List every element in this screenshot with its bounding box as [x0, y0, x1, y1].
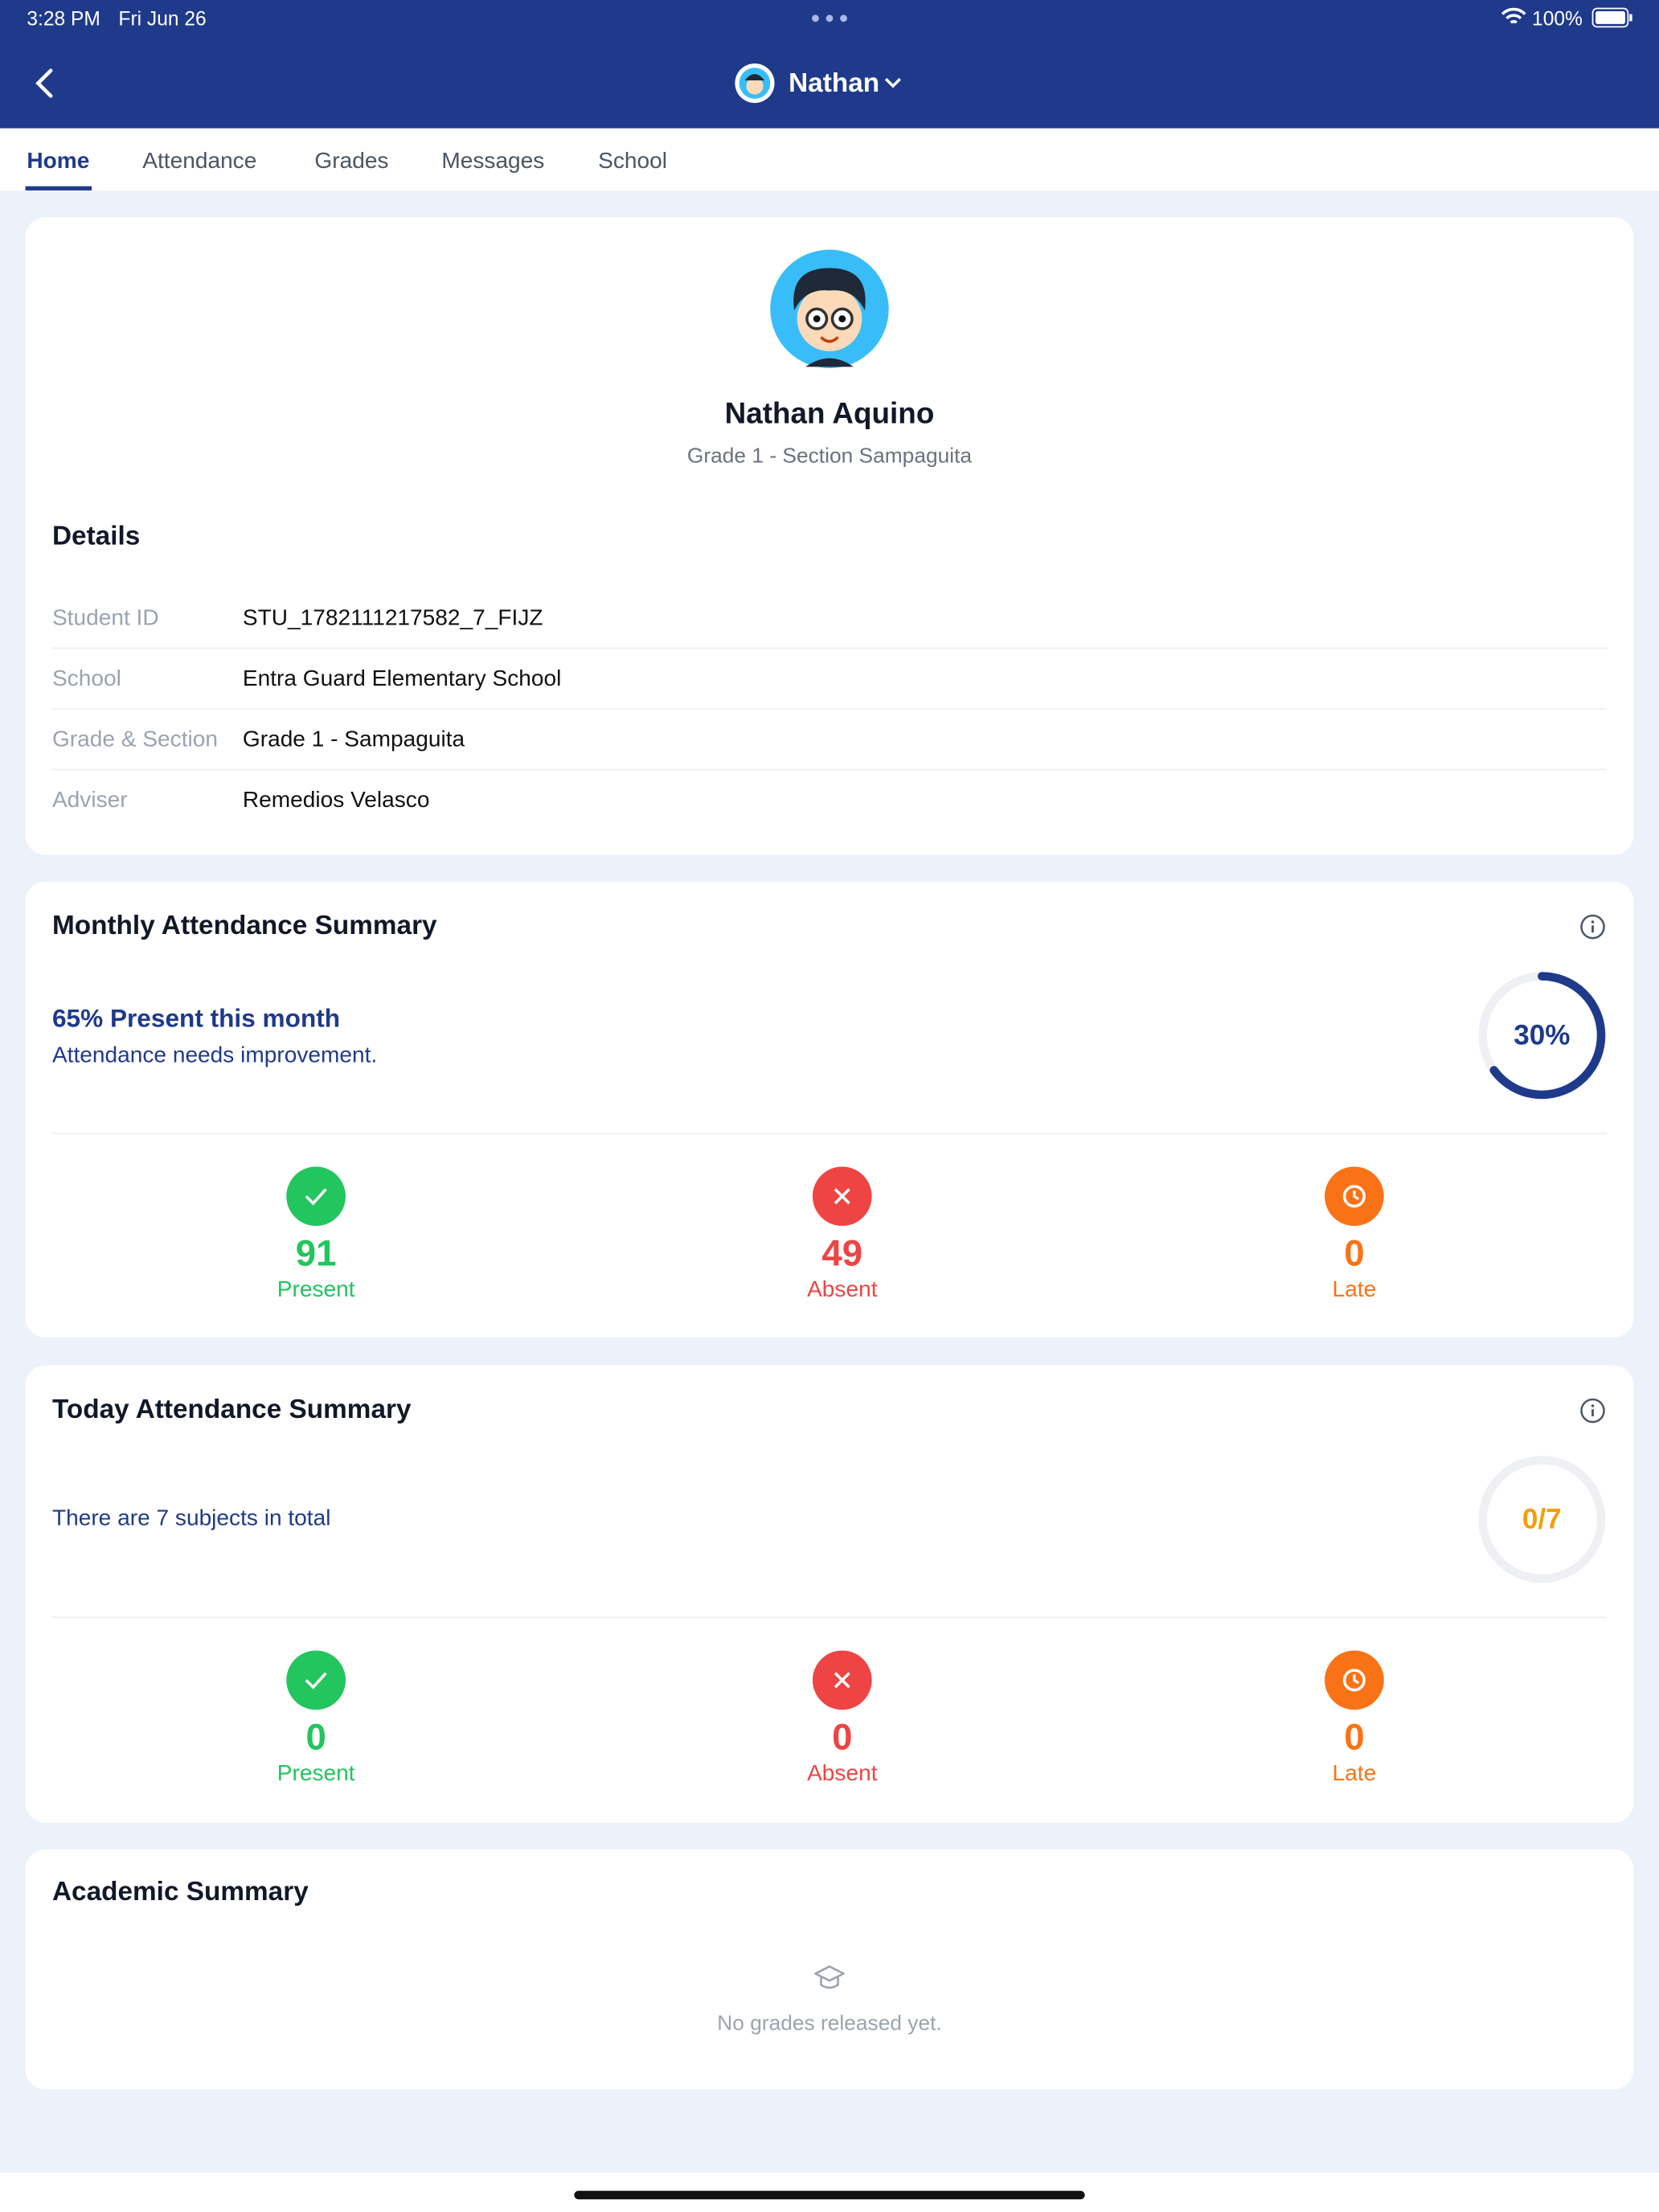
- student-grade: Grade 1 - Section Sampaguita: [686, 444, 973, 469]
- wifi-icon: [1501, 7, 1526, 24]
- header: 3:28 PM Fri Jun 26 100% Nathan: [0, 0, 1659, 129]
- stat-label: Absent: [807, 1278, 878, 1302]
- stat-label: Late: [1332, 1278, 1377, 1302]
- stat-icon: [1325, 1650, 1384, 1710]
- detail-value: STU_1782111217582_7_FIJZ: [242, 606, 543, 631]
- stat-icon: [1325, 1166, 1384, 1227]
- divider: [51, 768, 1608, 771]
- detail-value: Remedios Velasco: [242, 789, 430, 813]
- battery-text: 100%: [1532, 6, 1583, 30]
- stat: 49 Absent: [729, 1166, 955, 1303]
- stat-value: 49: [821, 1231, 863, 1274]
- stat-label: Present: [276, 1762, 355, 1786]
- detail-label: Grade & Section: [51, 727, 218, 752]
- monthly-card: Monthly Attendance Summary 65% Present t…: [25, 881, 1634, 1337]
- stat-label: Absent: [807, 1762, 878, 1786]
- tab[interactable]: Grades: [314, 150, 389, 174]
- stat-label: Present: [276, 1278, 355, 1302]
- ring-label: 0/7: [1522, 1503, 1562, 1534]
- tab[interactable]: School: [598, 150, 668, 174]
- multitask-dots: [812, 14, 847, 23]
- detail-value: Grade 1 - Sampaguita: [242, 727, 465, 752]
- ring-label: 30%: [1514, 1019, 1570, 1051]
- stat-value: 0: [305, 1715, 326, 1758]
- detail-label: School: [51, 667, 121, 691]
- avatar: [770, 249, 889, 369]
- note: There are 7 subjects in total: [51, 1506, 331, 1531]
- info-button[interactable]: [1580, 914, 1606, 940]
- student-switcher[interactable]: Nathan: [789, 68, 880, 99]
- battery-icon: [1591, 7, 1632, 28]
- stat-label: Late: [1332, 1762, 1377, 1786]
- detail-label: Adviser: [51, 789, 128, 813]
- stat-value: 0: [1344, 1231, 1365, 1274]
- headline: 65% Present this month: [51, 1004, 341, 1033]
- academic-card: Academic Summary No grades released yet.: [25, 1849, 1634, 2090]
- detail-label: Student ID: [51, 606, 159, 631]
- profile-card: Nathan Aquino Grade 1 - Section Sampagui…: [25, 217, 1634, 855]
- grad-cap-icon: [814, 1965, 845, 1989]
- stat-value: 0: [1344, 1715, 1365, 1758]
- date: Fri Jun 26: [118, 6, 207, 30]
- tab-indicator: [25, 186, 92, 190]
- stat: 0 Absent: [729, 1650, 955, 1787]
- stat-icon: [812, 1166, 872, 1227]
- card-title: Academic Summary: [51, 1878, 309, 1907]
- divider: [51, 647, 1608, 649]
- info-button[interactable]: [1580, 1398, 1606, 1423]
- stat-icon: [286, 1650, 346, 1710]
- chevron-down: [884, 78, 901, 88]
- card-title: Today Attendance Summary: [51, 1395, 412, 1425]
- stat: 0 Present: [203, 1650, 429, 1787]
- detail-value: Entra Guard Elementary School: [242, 667, 562, 691]
- tab[interactable]: Home: [27, 150, 90, 174]
- card-title: Monthly Attendance Summary: [51, 911, 437, 941]
- progress-ring: 0/7: [1478, 1456, 1606, 1583]
- progress-ring: 30%: [1478, 972, 1606, 1100]
- empty-state: No grades released yet.: [717, 2011, 942, 2036]
- time: 3:28 PM: [27, 6, 100, 30]
- divider: [51, 708, 1608, 710]
- stat: 0 Late: [1241, 1166, 1467, 1303]
- divider: [51, 1616, 1608, 1619]
- section-title: Details: [51, 522, 141, 552]
- stat-icon: [286, 1166, 346, 1227]
- stat-value: 91: [295, 1231, 337, 1274]
- nav-avatar: [735, 63, 775, 104]
- tab[interactable]: Messages: [441, 150, 545, 174]
- ring-arc: [1478, 972, 1606, 1100]
- today-card: Today Attendance Summary There are 7 sub…: [25, 1365, 1634, 1823]
- stat-icon: [812, 1650, 872, 1710]
- stat: 91 Present: [203, 1166, 429, 1303]
- tab-bar: Home Attendance Grades Messages School: [0, 128, 1659, 190]
- home-indicator: [574, 2190, 1085, 2200]
- tab[interactable]: Attendance: [142, 150, 257, 174]
- stat: 0 Late: [1241, 1650, 1467, 1787]
- divider: [51, 1133, 1608, 1135]
- stat-value: 0: [832, 1715, 853, 1758]
- note: Attendance needs improvement.: [51, 1043, 378, 1068]
- student-name: Nathan Aquino: [724, 397, 935, 431]
- back-button[interactable]: [34, 68, 56, 99]
